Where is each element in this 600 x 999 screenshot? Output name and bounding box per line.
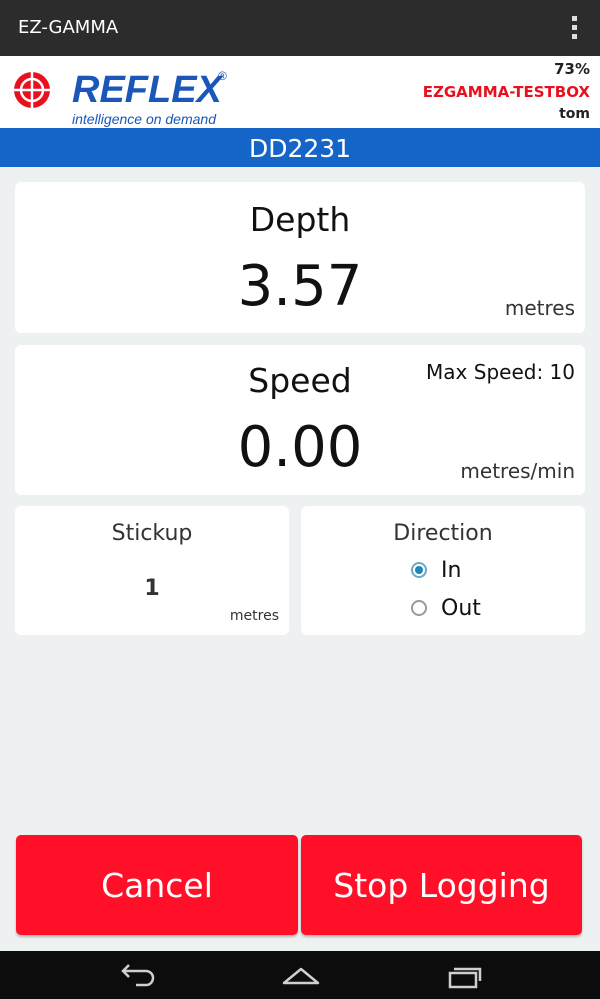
speed-card: Max Speed: 10 Speed 0.00 metres/min: [15, 345, 585, 495]
radio-out[interactable]: [411, 600, 427, 616]
stop-logging-button[interactable]: Stop Logging: [301, 835, 582, 935]
status-panel: 73% EZGAMMA-TESTBOX tom: [423, 60, 590, 122]
direction-out-label: Out: [441, 595, 481, 621]
home-icon[interactable]: [281, 963, 321, 989]
recent-apps-icon[interactable]: [444, 963, 484, 989]
svg-text:intelligence on demand: intelligence on demand: [72, 111, 217, 127]
depth-label: Depth: [249, 200, 351, 239]
stickup-label: Stickup: [111, 521, 193, 546]
direction-card: Direction In Out: [301, 506, 585, 635]
battery-level: 73%: [554, 60, 590, 78]
depth-unit: metres: [504, 296, 575, 320]
stickup-card[interactable]: Stickup 1 metres: [15, 506, 289, 635]
user-name: tom: [559, 106, 590, 122]
svg-text:REFLEX: REFLEX: [72, 69, 225, 111]
speed-value: 0.00: [237, 415, 363, 480]
device-name: EZGAMMA-TESTBOX: [422, 83, 590, 101]
depth-card: Depth 3.57 metres: [15, 182, 585, 333]
svg-text:®: ®: [218, 69, 227, 83]
stickup-unit: metres: [229, 608, 279, 624]
speed-label: Speed: [248, 361, 352, 400]
overflow-menu-icon[interactable]: [572, 16, 578, 40]
hole-id-banner: DD2231: [0, 128, 600, 167]
cancel-button[interactable]: Cancel: [16, 835, 298, 935]
direction-out-option[interactable]: Out: [411, 593, 481, 623]
depth-value: 3.57: [237, 254, 363, 319]
radio-in[interactable]: [411, 562, 427, 578]
direction-in-option[interactable]: In: [411, 555, 461, 585]
app-title: EZ-GAMMA: [18, 17, 119, 38]
system-nav-bar: [0, 951, 600, 999]
reflex-logo: REFLEX ® intelligence on demand: [0, 56, 240, 128]
max-speed: Max Speed: 10: [426, 360, 575, 384]
direction-in-label: In: [441, 557, 462, 583]
header-bar: REFLEX ® intelligence on demand 73% EZGA…: [0, 56, 600, 128]
stickup-value[interactable]: 1: [144, 576, 160, 601]
speed-unit: metres/min: [460, 459, 575, 483]
direction-label: Direction: [393, 521, 493, 546]
app-bar: EZ-GAMMA: [0, 0, 600, 56]
back-icon[interactable]: [118, 963, 158, 989]
